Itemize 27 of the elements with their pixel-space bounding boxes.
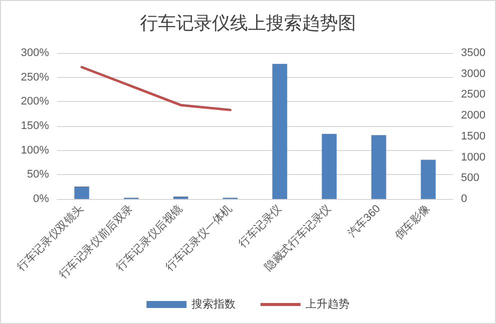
y2-tick-label: 2000 <box>461 110 486 122</box>
x-tick-label: 倒车影像 <box>392 202 432 242</box>
y2-tick-label: 1500 <box>461 130 486 142</box>
y-tick-label: 50% <box>26 168 50 181</box>
chart-title: 行车记录仪线上搜索趋势图 <box>140 13 356 33</box>
bar <box>173 196 188 199</box>
y2-tick-label: 2500 <box>461 88 486 101</box>
legend-label: 上升趋势 <box>306 298 350 310</box>
y-tick-label: 250% <box>20 71 50 84</box>
y2-tick-label: 3000 <box>461 68 486 80</box>
y-tick-label: 150% <box>20 120 50 132</box>
line-series <box>80 66 232 112</box>
bar <box>420 160 436 199</box>
y-tick-label: 100% <box>20 144 50 156</box>
y2-tick-label: 500 <box>461 172 480 184</box>
bar <box>74 186 90 199</box>
y2-tick-label: 3500 <box>461 47 486 59</box>
y-tick-label: 300% <box>20 47 50 59</box>
legend-label: 搜索指数 <box>192 298 236 310</box>
bar <box>322 134 337 199</box>
x-tick-label: 汽车360 <box>345 202 383 240</box>
y-tick-label: 0% <box>33 193 50 205</box>
y2-tick-label: 0 <box>461 193 468 205</box>
y-tick-label: 200% <box>20 96 50 108</box>
bar <box>371 135 386 199</box>
y2-tick-label: 1000 <box>461 151 486 164</box>
bar <box>272 64 288 199</box>
